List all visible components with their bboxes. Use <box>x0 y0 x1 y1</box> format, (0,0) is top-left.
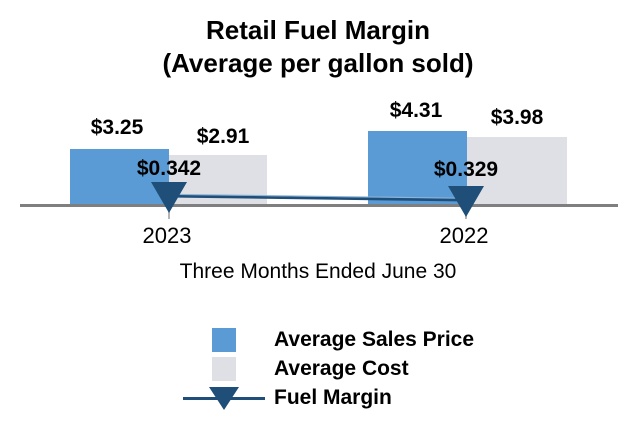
fuel-margin-line <box>168 194 467 202</box>
value-label-sales-2022: $4.31 <box>389 99 443 122</box>
value-label-cost-2023: $2.91 <box>196 125 250 148</box>
legend-item-average-cost: Average Cost <box>180 357 474 381</box>
legend-label-average-sales-price: Average Sales Price <box>274 328 475 351</box>
legend-item-average-sales-price: Average Sales Price <box>180 328 474 352</box>
legend-item-fuel-margin: Fuel Margin <box>180 386 474 410</box>
legend-marker-area <box>180 357 268 381</box>
legend-marker-area <box>180 386 268 410</box>
chart-title: Retail Fuel Margin <box>206 15 430 45</box>
bar-average-cost-2022 <box>467 137 567 205</box>
legend-marker-area <box>180 328 268 352</box>
value-label-margin-2022: $0.329 <box>433 158 499 181</box>
value-label-cost-2022: $3.98 <box>490 106 544 129</box>
average-cost-swatch-icon <box>212 357 236 381</box>
legend-label-fuel-margin: Fuel Margin <box>274 386 392 409</box>
x-axis-title: Three Months Ended June 30 <box>179 260 457 283</box>
average-sales-price-swatch-icon <box>212 328 236 352</box>
fuel-margin-marker-2023 <box>151 182 187 213</box>
bar-average-sales-price-2022 <box>368 131 467 205</box>
legend: Average Sales Price Average Cost Fuel Ma… <box>180 328 474 410</box>
chart-subtitle: (Average per gallon sold) <box>162 48 474 78</box>
fuel-margin-marker-2022 <box>448 186 484 217</box>
fuel-margin-line-highlight <box>168 193 467 199</box>
chart-title-block: Retail Fuel Margin (Average per gallon s… <box>0 14 636 80</box>
x-axis-line <box>20 204 618 207</box>
fuel-margin-triangle-icon <box>209 387 239 410</box>
bar-average-sales-price-2023 <box>70 149 169 205</box>
value-label-sales-2023: $3.25 <box>90 116 144 139</box>
legend-label-average-cost: Average Cost <box>274 357 409 380</box>
category-label-2022: 2022 <box>439 223 489 248</box>
category-label-2023: 2023 <box>142 223 192 248</box>
value-label-margin-2023: $0.342 <box>136 157 202 180</box>
